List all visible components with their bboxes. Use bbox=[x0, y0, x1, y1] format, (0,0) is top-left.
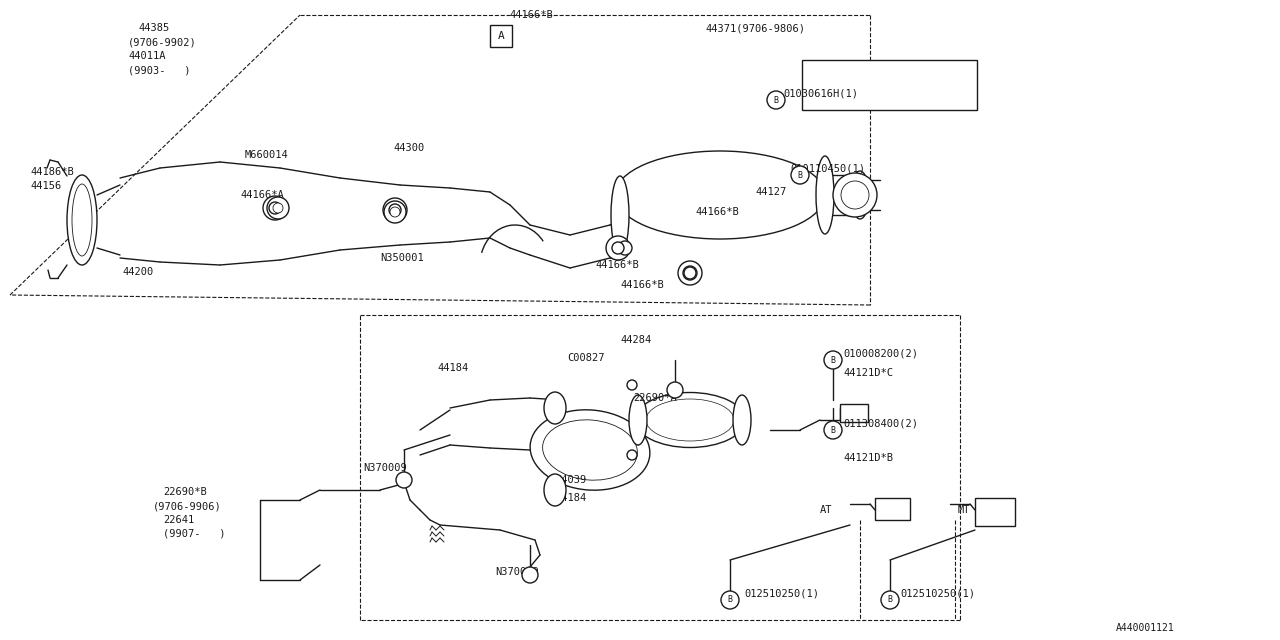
Text: 44385: 44385 bbox=[138, 23, 169, 33]
Text: 44200: 44200 bbox=[122, 267, 154, 277]
Text: 01030616H(1): 01030616H(1) bbox=[783, 88, 858, 98]
Circle shape bbox=[767, 91, 785, 109]
Text: C00827: C00827 bbox=[567, 353, 604, 363]
Ellipse shape bbox=[646, 399, 733, 441]
Ellipse shape bbox=[611, 176, 628, 254]
Text: B: B bbox=[727, 595, 732, 605]
Text: 44184: 44184 bbox=[556, 493, 586, 503]
Circle shape bbox=[612, 242, 625, 254]
Circle shape bbox=[881, 591, 899, 609]
Circle shape bbox=[618, 241, 632, 255]
Text: 010110450(1): 010110450(1) bbox=[790, 163, 865, 173]
Text: 44121D*B: 44121D*B bbox=[844, 453, 893, 463]
Ellipse shape bbox=[544, 474, 566, 506]
Text: 011308400(2): 011308400(2) bbox=[844, 418, 918, 428]
Text: (9706-9902): (9706-9902) bbox=[128, 37, 197, 47]
Ellipse shape bbox=[614, 151, 826, 239]
Text: MT: MT bbox=[957, 505, 970, 515]
Circle shape bbox=[522, 567, 538, 583]
Text: 44166*B: 44166*B bbox=[695, 207, 739, 217]
Text: (9907-   ): (9907- ) bbox=[163, 529, 225, 539]
Text: 44166*B: 44166*B bbox=[595, 260, 639, 270]
Text: B: B bbox=[773, 95, 778, 104]
Text: B: B bbox=[831, 426, 836, 435]
Circle shape bbox=[684, 266, 698, 280]
Ellipse shape bbox=[543, 420, 637, 480]
Text: 44300: 44300 bbox=[393, 143, 424, 153]
Text: 44011A: 44011A bbox=[128, 51, 165, 61]
Text: 010008200(2): 010008200(2) bbox=[844, 348, 918, 358]
Circle shape bbox=[841, 181, 869, 209]
Text: AT: AT bbox=[820, 505, 832, 515]
Ellipse shape bbox=[72, 184, 92, 256]
Text: B: B bbox=[887, 595, 892, 605]
Text: 012510250(1): 012510250(1) bbox=[900, 588, 975, 598]
Ellipse shape bbox=[851, 171, 869, 219]
Bar bbox=[803, 60, 977, 110]
Text: N370009: N370009 bbox=[364, 463, 407, 473]
Text: 44127: 44127 bbox=[755, 187, 786, 197]
Text: M660014: M660014 bbox=[244, 150, 289, 160]
Circle shape bbox=[396, 472, 412, 488]
Circle shape bbox=[833, 173, 877, 217]
Text: 44156: 44156 bbox=[29, 181, 61, 191]
Bar bbox=[876, 498, 910, 520]
Text: 44166*A: 44166*A bbox=[241, 190, 284, 200]
Text: B: B bbox=[797, 170, 803, 179]
Text: 44186*B: 44186*B bbox=[29, 167, 74, 177]
Ellipse shape bbox=[733, 395, 751, 445]
Text: A440001121: A440001121 bbox=[1116, 623, 1175, 633]
Text: 44121D*C: 44121D*C bbox=[844, 368, 893, 378]
Ellipse shape bbox=[530, 410, 650, 490]
Circle shape bbox=[627, 450, 637, 460]
Ellipse shape bbox=[628, 395, 646, 445]
Circle shape bbox=[627, 380, 637, 390]
Circle shape bbox=[605, 236, 630, 260]
Text: 44166*B: 44166*B bbox=[509, 10, 553, 20]
Ellipse shape bbox=[67, 175, 97, 265]
Text: 22641: 22641 bbox=[163, 515, 195, 525]
Circle shape bbox=[824, 351, 842, 369]
Ellipse shape bbox=[544, 392, 566, 424]
Text: 44184: 44184 bbox=[436, 363, 468, 373]
Bar bbox=[840, 404, 868, 422]
Circle shape bbox=[268, 197, 289, 219]
Circle shape bbox=[791, 166, 809, 184]
Text: 44371(9706-9806): 44371(9706-9806) bbox=[705, 23, 805, 33]
Bar bbox=[975, 498, 1015, 526]
Text: B: B bbox=[831, 355, 836, 365]
Text: 22690*B: 22690*B bbox=[163, 487, 207, 497]
Text: 012510250(1): 012510250(1) bbox=[744, 588, 819, 598]
Text: 24039: 24039 bbox=[556, 475, 586, 485]
Circle shape bbox=[262, 196, 287, 220]
Text: (9903-   ): (9903- ) bbox=[128, 65, 191, 75]
Text: 22690*A: 22690*A bbox=[634, 393, 677, 403]
Circle shape bbox=[269, 202, 282, 214]
Circle shape bbox=[384, 201, 406, 223]
Circle shape bbox=[721, 591, 739, 609]
Text: N350001: N350001 bbox=[380, 253, 424, 263]
Ellipse shape bbox=[635, 392, 745, 447]
Circle shape bbox=[684, 267, 696, 279]
Text: N370009: N370009 bbox=[495, 567, 539, 577]
Circle shape bbox=[667, 382, 684, 398]
Circle shape bbox=[678, 261, 701, 285]
Text: 44166*B: 44166*B bbox=[620, 280, 664, 290]
Circle shape bbox=[383, 198, 407, 222]
Circle shape bbox=[389, 204, 401, 216]
Ellipse shape bbox=[817, 156, 835, 234]
Circle shape bbox=[390, 207, 401, 217]
Text: (9706-9906): (9706-9906) bbox=[154, 501, 221, 511]
Bar bbox=[490, 25, 512, 47]
Text: 44284: 44284 bbox=[620, 335, 652, 345]
Text: A: A bbox=[498, 31, 504, 41]
Circle shape bbox=[824, 421, 842, 439]
Circle shape bbox=[273, 203, 283, 213]
